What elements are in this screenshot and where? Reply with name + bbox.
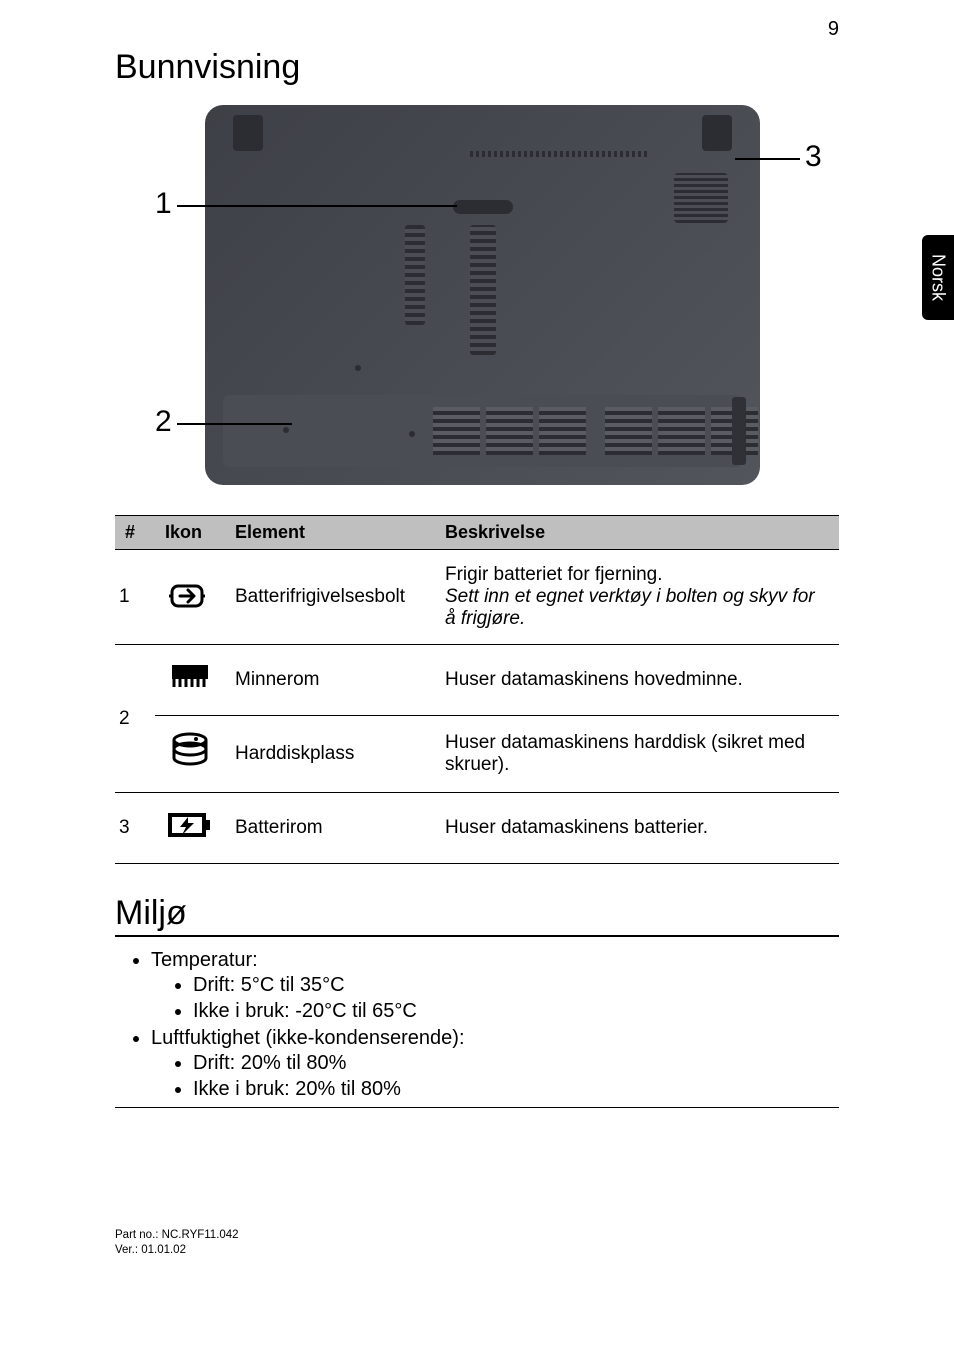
hdd-icon	[155, 716, 225, 793]
list-item: Ikke i bruk: -20°C til 65°C	[193, 1000, 839, 1023]
bottom-vent	[486, 407, 533, 455]
row-num: 2	[115, 645, 155, 793]
row-elem: Batterirom	[225, 793, 435, 864]
row-desc: Huser datamaskinens hovedminne.	[435, 645, 839, 716]
list-item: Temperatur: Drift: 5°C til 35°C Ikke i b…	[151, 949, 839, 1023]
humidity-label: Luftfuktighet (ikke-kondenserende):	[151, 1027, 465, 1049]
row-elem: Batterifrigivelsesbolt	[225, 550, 435, 645]
foot-right	[732, 397, 746, 465]
table-row: 2 Minnerom Huser datamaskinens hovedminn…	[115, 645, 839, 716]
callout-3: 3	[805, 140, 822, 174]
row-elem: Minnerom	[225, 645, 435, 716]
table-row: 3 Batterirom Huser datamaskinens batteri…	[115, 793, 839, 864]
screw	[409, 431, 415, 437]
battery-latch	[453, 200, 513, 214]
row-desc: Frigir batteriet for fjerning. Sett inn …	[435, 550, 839, 645]
left-vent	[405, 225, 425, 325]
screw	[283, 427, 289, 433]
bottom-vent	[433, 407, 480, 455]
center-vent	[470, 225, 496, 355]
page-number: 9	[828, 18, 839, 41]
row-desc: Huser datamaskinens harddisk (sikret med…	[435, 716, 839, 793]
battery-release-icon	[155, 550, 225, 645]
speaker-grille	[674, 173, 728, 223]
bottom-vent	[539, 407, 586, 455]
footer-ver: Ver.: 01.01.02	[115, 1243, 839, 1258]
list-item: Ikke i bruk: 20% til 80%	[193, 1078, 839, 1101]
footer-divider	[115, 1107, 839, 1108]
spec-table: # Ikon Element Beskrivelse 1 Batterifrig…	[115, 515, 839, 864]
screw	[355, 365, 361, 371]
bottom-vent	[658, 407, 705, 455]
section-miljo-title: Miljø	[115, 894, 839, 937]
laptop-bottom-diagram: 1 2 3	[115, 105, 840, 485]
bottom-panel	[223, 395, 742, 467]
callout-line	[177, 205, 457, 207]
bottom-vent	[605, 407, 652, 455]
temp-label: Temperatur:	[151, 949, 258, 971]
callout-line	[177, 423, 292, 425]
col-num: #	[115, 516, 155, 550]
env-list: Temperatur: Drift: 5°C til 35°C Ikke i b…	[115, 949, 839, 1101]
memory-icon	[155, 645, 225, 716]
col-elem: Element	[225, 516, 435, 550]
row-num: 1	[115, 550, 155, 645]
row-num: 3	[115, 793, 155, 864]
battery-icon	[155, 793, 225, 864]
top-vent	[470, 151, 650, 157]
footer: Part no.: NC.RYF11.042 Ver.: 01.01.02	[115, 1228, 839, 1258]
table-header-row: # Ikon Element Beskrivelse	[115, 516, 839, 550]
hinge-left	[233, 115, 263, 151]
list-item: Drift: 20% til 80%	[193, 1052, 839, 1075]
list-item: Drift: 5°C til 35°C	[193, 974, 839, 997]
callout-2: 2	[155, 405, 172, 439]
section-bunnvisning-title: Bunnvisning	[115, 48, 839, 87]
hinge-right	[702, 115, 732, 151]
laptop-body	[205, 105, 760, 485]
col-desc: Beskrivelse	[435, 516, 839, 550]
row-elem: Harddiskplass	[225, 716, 435, 793]
desc-line-italic: Sett inn et egnet verktøy i bolten og sk…	[445, 586, 815, 629]
language-tab: Norsk	[922, 235, 954, 320]
callout-1: 1	[155, 187, 172, 221]
col-icon: Ikon	[155, 516, 225, 550]
list-item: Luftfuktighet (ikke-kondenserende): Drif…	[151, 1027, 839, 1101]
table-row: Harddiskplass Huser datamaskinens harddi…	[115, 716, 839, 793]
footer-part: Part no.: NC.RYF11.042	[115, 1228, 839, 1243]
callout-line	[735, 158, 800, 160]
row-desc: Huser datamaskinens batterier.	[435, 793, 839, 864]
table-row: 1 Batterifrigivelsesbolt Frigir batterie…	[115, 550, 839, 645]
desc-line: Frigir batteriet for fjerning.	[445, 564, 663, 585]
